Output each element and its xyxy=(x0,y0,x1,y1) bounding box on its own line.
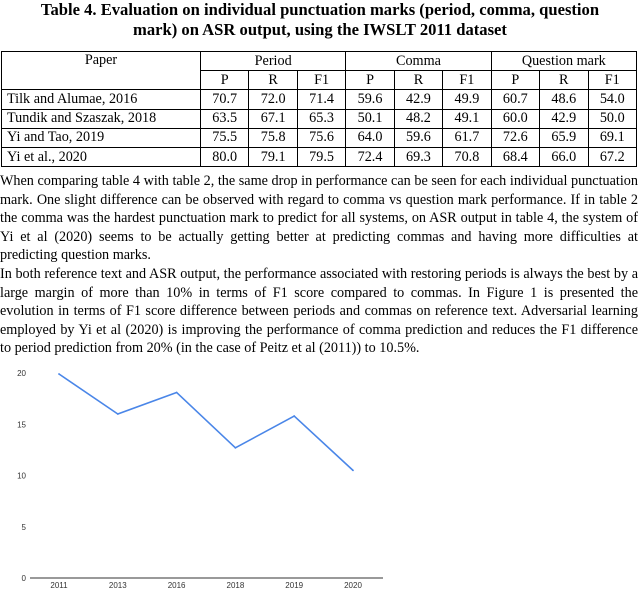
data-point xyxy=(58,373,60,375)
header-paper: Paper xyxy=(1,50,201,91)
value-cell: 65.3 xyxy=(296,108,347,129)
paper-cell: Tilk and Alumae, 2016 xyxy=(1,89,201,110)
subheader-cell: F1 xyxy=(296,70,347,91)
header-question-mark: Question mark xyxy=(490,50,638,72)
value-cell: 67.1 xyxy=(248,108,298,129)
table-caption: Table 4. Evaluation on individual punctu… xyxy=(0,0,640,40)
subheader-cell: R xyxy=(539,70,589,91)
caption-line-1: Table 4. Evaluation on individual punctu… xyxy=(40,0,600,19)
value-cell: 70.7 xyxy=(199,89,250,110)
value-cell: 49.9 xyxy=(442,89,492,110)
value-cell: 48.6 xyxy=(539,89,589,110)
subheader-cell: P xyxy=(199,70,250,91)
value-cell: 75.8 xyxy=(248,127,298,148)
table-subheader-row: P R F1 P R F1 P R F1 xyxy=(2,70,637,91)
data-point xyxy=(175,391,178,394)
value-cell: 42.9 xyxy=(393,89,444,110)
value-cell: 49.1 xyxy=(442,108,492,129)
value-cell: 80.0 xyxy=(199,146,250,168)
x-tick-label: 2019 xyxy=(285,581,303,589)
x-tick-label: 2018 xyxy=(227,581,245,589)
y-tick-label: 5 xyxy=(22,523,27,532)
value-cell: 79.5 xyxy=(296,146,347,168)
x-tick-label: 2011 xyxy=(50,581,68,589)
value-cell: 59.6 xyxy=(393,127,444,148)
value-cell: 70.8 xyxy=(442,146,492,168)
value-cell: 79.1 xyxy=(248,146,298,168)
subheader-cell: P xyxy=(490,70,541,91)
paper-cell: Yi and Tao, 2019 xyxy=(1,127,201,148)
series-line xyxy=(58,373,354,471)
value-cell: 61.7 xyxy=(442,127,492,148)
table-row: Yi et al., 2020 80.0 79.1 79.5 72.4 69.3… xyxy=(1,146,637,168)
paper-cell: Tundik and Szaszak, 2018 xyxy=(1,108,201,129)
value-cell: 50.1 xyxy=(345,108,395,129)
x-tick-label: 2016 xyxy=(168,581,186,589)
paragraph: In both reference text and ASR output, t… xyxy=(0,265,638,357)
value-cell: 68.4 xyxy=(490,146,541,168)
caption-line-2: mark) on ASR output, using the IWSLT 201… xyxy=(133,20,507,39)
value-cell: 60.0 xyxy=(490,108,541,129)
header-period: Period xyxy=(199,50,347,72)
value-cell: 75.6 xyxy=(296,127,347,148)
value-cell: 48.2 xyxy=(393,108,444,129)
value-cell: 71.4 xyxy=(296,89,347,110)
data-point xyxy=(293,415,296,417)
value-cell: 67.2 xyxy=(587,146,637,168)
value-cell: 63.5 xyxy=(199,108,250,129)
header-comma: Comma xyxy=(345,50,492,72)
body-text: When comparing table 4 with table 2, the… xyxy=(0,172,638,358)
value-cell: 59.6 xyxy=(345,89,395,110)
value-cell: 65.9 xyxy=(539,127,589,148)
subheader-cell: F1 xyxy=(587,70,637,91)
value-cell: 72.0 xyxy=(248,89,298,110)
f1-difference-line-chart: 0 5 10 15 20 2011 2013 2016 2018 2019 2020 xyxy=(17,369,383,589)
value-cell: 66.0 xyxy=(539,146,589,168)
y-tick-label: 15 xyxy=(17,420,26,429)
subheader-cell: P xyxy=(345,70,395,91)
y-tick-label: 20 xyxy=(17,369,26,378)
value-cell: 64.0 xyxy=(345,127,395,148)
data-point xyxy=(352,469,354,472)
value-cell: 72.4 xyxy=(345,146,395,168)
results-table: Paper Period Comma Question mark P R F1 … xyxy=(1,50,638,168)
table-row: Tundik and Szaszak, 2018 63.5 67.1 65.3 … xyxy=(1,108,637,129)
value-cell: 75.5 xyxy=(199,127,250,148)
x-tick-label: 2013 xyxy=(109,581,127,589)
table-row: Yi and Tao, 2019 75.5 75.8 75.6 64.0 59.… xyxy=(1,127,637,148)
paragraph: When comparing table 4 with table 2, the… xyxy=(0,173,638,264)
table-row: Tilk and Alumae, 2016 70.7 72.0 71.4 59.… xyxy=(1,89,637,110)
value-cell: 60.7 xyxy=(490,89,541,110)
table-header-row: Paper Period Comma Question mark xyxy=(1,50,638,91)
x-tick-label: 2020 xyxy=(344,581,362,589)
subheader-cell: R xyxy=(248,70,298,91)
value-cell: 54.0 xyxy=(587,89,637,110)
value-cell: 72.6 xyxy=(490,127,541,148)
data-point xyxy=(234,446,237,449)
paper-cell: Yi et al., 2020 xyxy=(1,146,201,168)
y-tick-label: 0 xyxy=(22,574,27,583)
value-cell: 69.3 xyxy=(393,146,444,168)
value-cell: 69.1 xyxy=(587,127,637,148)
subheader-cell: F1 xyxy=(442,70,492,91)
data-point xyxy=(116,413,119,415)
y-tick-label: 10 xyxy=(17,472,26,481)
value-cell: 42.9 xyxy=(539,108,589,129)
value-cell: 50.0 xyxy=(587,108,637,129)
subheader-cell: R xyxy=(393,70,444,91)
